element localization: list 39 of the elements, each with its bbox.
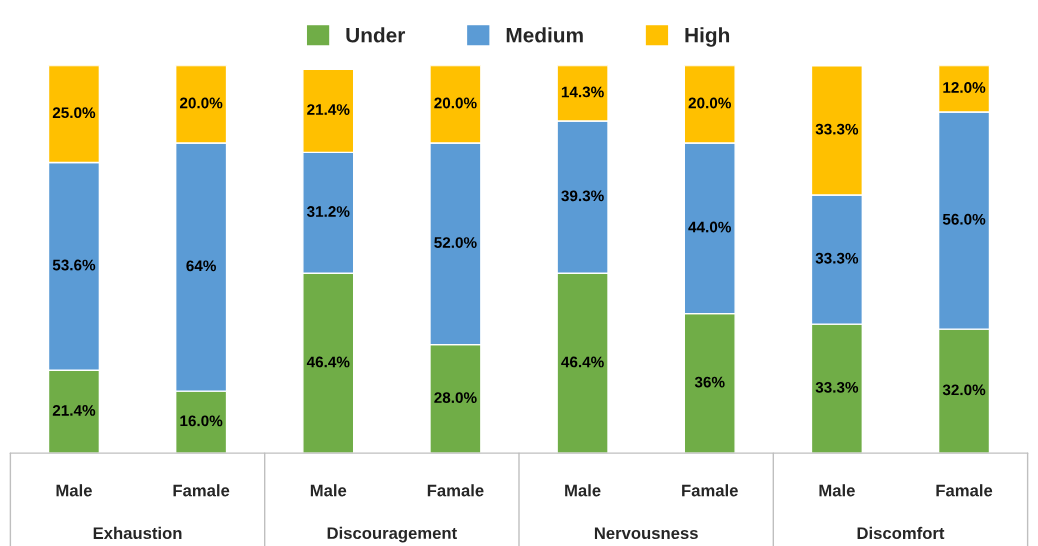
data-label: 28.0%	[434, 392, 477, 404]
data-label: 36%	[694, 376, 725, 388]
data-label: 21.4%	[52, 404, 96, 416]
data-label: 56.0%	[942, 213, 986, 225]
data-label: 33.3%	[815, 381, 859, 393]
x-tick-label: Male	[819, 484, 855, 497]
data-label: 33.3%	[815, 252, 859, 264]
x-tick-label: Famale	[682, 484, 738, 497]
x-tick-label: Famale	[936, 484, 993, 497]
data-label: 31.2%	[306, 206, 350, 217]
data-label: 33.3%	[815, 123, 859, 135]
data-label: 52.0%	[434, 237, 477, 248]
data-label: 32.0%	[942, 384, 986, 396]
data-label: 20.0%	[434, 97, 477, 109]
x-tick-label: Male	[310, 484, 347, 497]
data-label: 46.4%	[561, 356, 604, 368]
data-label: 20.0%	[688, 97, 731, 109]
legend-label: Under	[346, 27, 406, 43]
text: Discomfort	[857, 526, 945, 540]
x-tick-label: Male	[56, 484, 92, 497]
x-tick-label: Famale	[173, 484, 230, 497]
data-label: 39.3%	[561, 190, 604, 202]
text: Discouragement	[327, 526, 457, 543]
data-label: 21.4%	[307, 104, 350, 115]
data-label: 53.6%	[52, 259, 96, 271]
data-label: 20.0%	[179, 97, 223, 109]
legend-label: Medium	[506, 27, 583, 43]
data-label: 25.0%	[52, 107, 96, 119]
data-label: 14.3%	[561, 86, 604, 98]
text: Nervousness	[594, 527, 698, 540]
data-label: 46.4%	[306, 356, 350, 368]
data-label: 44.0%	[688, 221, 731, 233]
data-label: 64%	[186, 260, 216, 272]
text: Exhaustion	[93, 526, 182, 540]
data-label: 16.0%	[180, 415, 223, 427]
legend-label: High	[685, 27, 730, 47]
x-tick-label: Famale	[427, 484, 484, 497]
data-label: 12.0%	[943, 82, 986, 93]
x-tick-label: Male	[565, 484, 601, 497]
